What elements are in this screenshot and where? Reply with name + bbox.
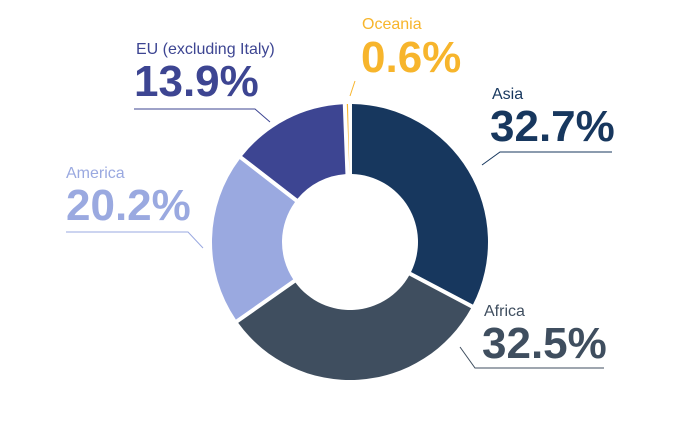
- label-value-america: 20.2%: [66, 181, 191, 230]
- label-name-africa: Africa: [484, 303, 525, 320]
- slice-eu-excluding-italy: [242, 104, 346, 199]
- label-value-oceania: 0.6%: [361, 33, 461, 82]
- leader-line-asia: [481, 151, 612, 166]
- slice-asia: [351, 104, 489, 305]
- leader-line-eu-excluding-italy: [134, 108, 271, 123]
- leader-line-africa: [459, 346, 604, 369]
- donut-slices: [211, 104, 489, 380]
- leader-line-oceania: [349, 80, 356, 97]
- label-value-eu-excluding-italy: 13.9%: [134, 57, 259, 106]
- slice-america: [211, 159, 296, 320]
- label-value-asia: 32.7%: [490, 102, 615, 151]
- slice-africa: [238, 275, 472, 380]
- label-name-america: America: [66, 165, 125, 182]
- leader-line-america: [66, 231, 204, 249]
- label-name-asia: Asia: [492, 86, 523, 103]
- label-name-oceania: Oceania: [362, 16, 422, 33]
- label-name-eu-excluding-italy: EU (excluding Italy): [136, 41, 275, 58]
- slice-oceania: [346, 104, 350, 175]
- label-value-africa: 32.5%: [482, 319, 607, 368]
